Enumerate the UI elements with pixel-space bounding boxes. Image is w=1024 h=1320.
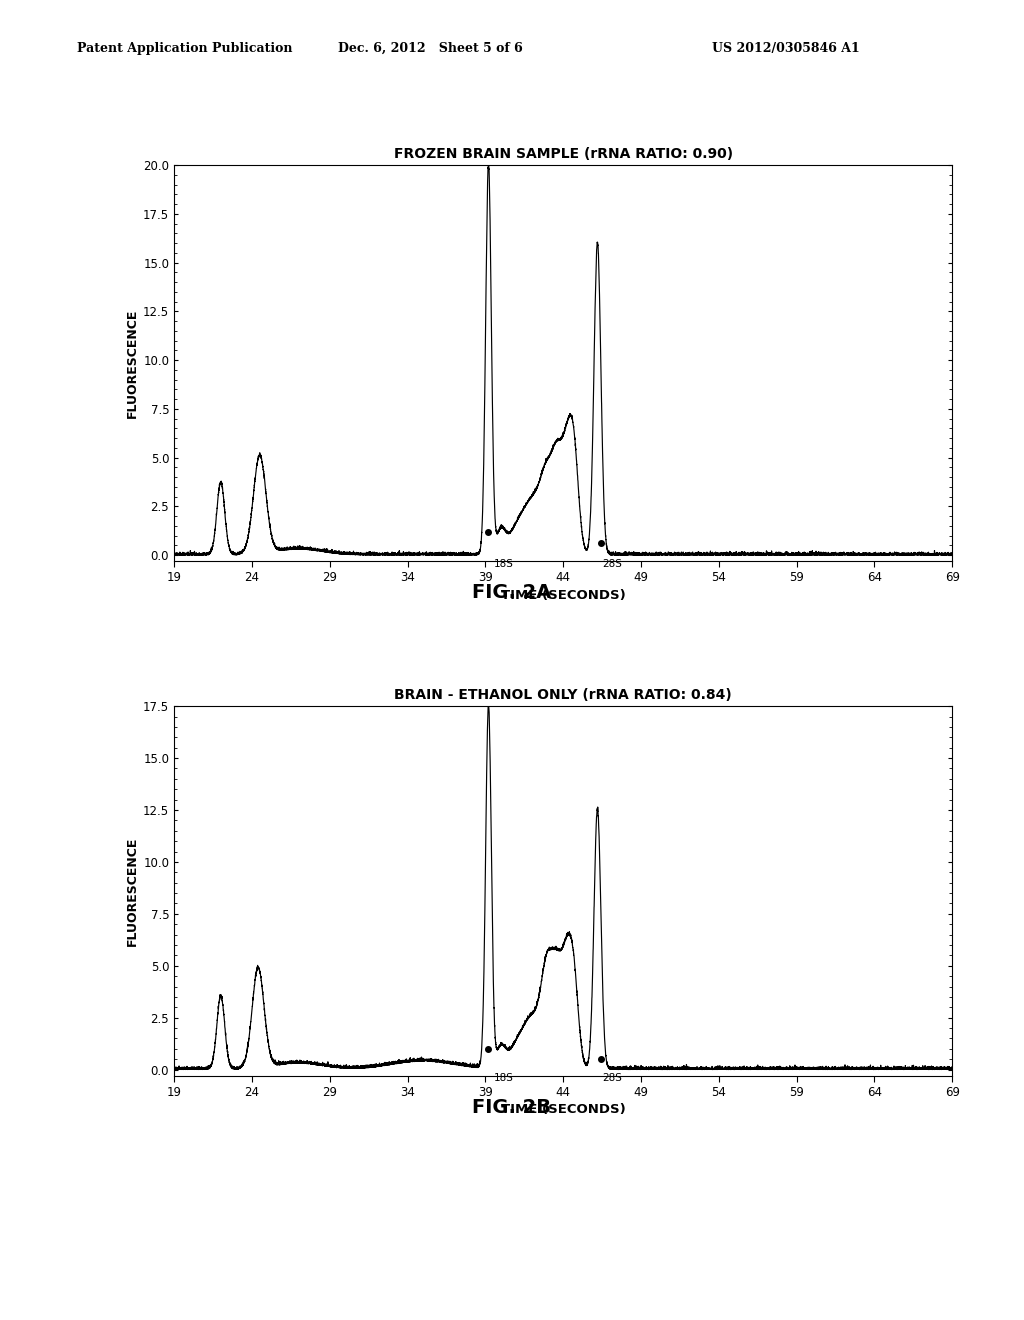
Text: Patent Application Publication: Patent Application Publication [77, 42, 292, 55]
Text: FIG. 2B: FIG. 2B [472, 1098, 552, 1117]
Y-axis label: FLUORESCENCE: FLUORESCENCE [126, 837, 139, 945]
Y-axis label: FLUORESCENCE: FLUORESCENCE [126, 309, 139, 417]
Text: FIG. 2A: FIG. 2A [472, 583, 552, 602]
Title: FROZEN BRAIN SAMPLE (rRNA RATIO: 0.90): FROZEN BRAIN SAMPLE (rRNA RATIO: 0.90) [393, 147, 733, 161]
Text: 28S: 28S [602, 1073, 622, 1082]
Text: US 2012/0305846 A1: US 2012/0305846 A1 [713, 42, 860, 55]
Title: BRAIN - ETHANOL ONLY (rRNA RATIO: 0.84): BRAIN - ETHANOL ONLY (rRNA RATIO: 0.84) [394, 688, 732, 702]
Text: 18S: 18S [494, 558, 514, 569]
X-axis label: TIME (SECONDS): TIME (SECONDS) [501, 589, 626, 602]
Text: 18S: 18S [494, 1073, 514, 1082]
Text: Dec. 6, 2012   Sheet 5 of 6: Dec. 6, 2012 Sheet 5 of 6 [338, 42, 522, 55]
X-axis label: TIME (SECONDS): TIME (SECONDS) [501, 1104, 626, 1117]
Text: 28S: 28S [602, 558, 622, 569]
